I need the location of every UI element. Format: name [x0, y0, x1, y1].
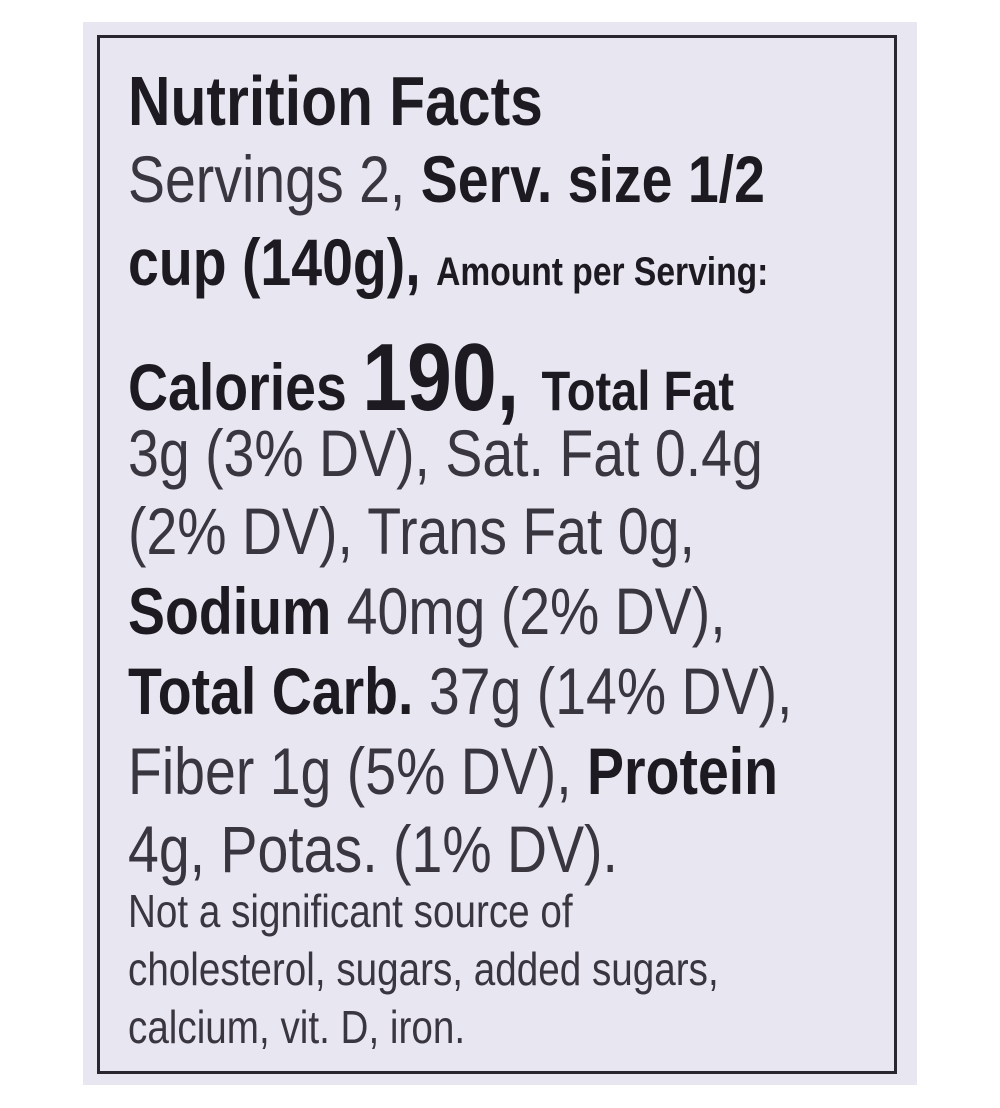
- label-text-segment: cup (140g),: [128, 225, 437, 299]
- label-line: Servings 2, Serv. size 1/2: [128, 146, 765, 212]
- label-text-segment: Total Carb.: [128, 654, 414, 728]
- label-line: Not a significant source of: [128, 888, 573, 934]
- label-text-segment: 3g (3% DV), Sat. Fat 0.4g: [128, 416, 763, 490]
- label-text-segment: 37g (14% DV),: [413, 654, 793, 728]
- label-text-segment: Calories: [128, 350, 363, 424]
- label-text-segment: 4g, Potas. (1% DV).: [128, 812, 618, 886]
- label-text-segment: Protein: [587, 734, 779, 808]
- label-line: cup (140g), Amount per Serving:: [128, 229, 768, 295]
- label-line: Sodium 40mg (2% DV),: [128, 578, 726, 644]
- label-line: Nutrition Facts: [128, 66, 543, 136]
- label-text-segment: Nutrition Facts: [128, 62, 543, 140]
- label-line: 3g (3% DV), Sat. Fat 0.4g: [128, 420, 763, 486]
- label-text-segment: Serv. size 1/2: [420, 142, 765, 216]
- label-text-segment: Servings 2,: [128, 142, 421, 216]
- label-text-segment: Not a significant source of: [128, 885, 573, 937]
- label-line: Calories 190, Total Fat: [128, 330, 734, 426]
- label-text-segment: Fiber 1g (5% DV),: [128, 734, 588, 808]
- label-line: (2% DV), Trans Fat 0g,: [128, 498, 695, 564]
- label-line: calcium, vit. D, iron.: [128, 1004, 465, 1050]
- label-text-segment: Total Fat: [541, 359, 735, 422]
- label-line: Fiber 1g (5% DV), Protein: [128, 738, 778, 804]
- label-text-segment: Sodium: [128, 574, 332, 648]
- label-line: Total Carb. 37g (14% DV),: [128, 658, 792, 724]
- label-line: cholesterol, sugars, added sugars,: [128, 946, 719, 992]
- label-border: [97, 35, 897, 1074]
- label-text-segment: 40mg (2% DV),: [331, 574, 726, 648]
- label-text-segment: 190,: [362, 324, 542, 431]
- label-panel: [83, 22, 917, 1085]
- label-text-segment: Amount per Serving:: [436, 250, 769, 294]
- label-text-segment: (2% DV), Trans Fat 0g,: [128, 494, 695, 568]
- label-text-segment: calcium, vit. D, iron.: [128, 1001, 466, 1053]
- label-text-segment: cholesterol, sugars, added sugars,: [128, 943, 719, 995]
- label-line: 4g, Potas. (1% DV).: [128, 816, 618, 882]
